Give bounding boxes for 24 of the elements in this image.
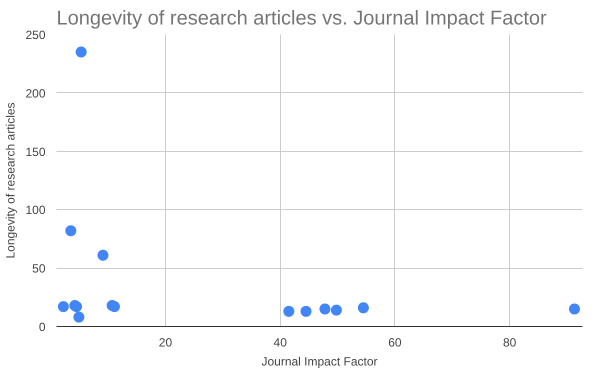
y-axis-title: Longevity of research articles [3, 102, 18, 259]
y-tick-label: 150 [25, 144, 46, 159]
point [330, 304, 342, 316]
y-tick-label: 250 [25, 28, 46, 42]
y-tick-label: 200 [25, 86, 46, 100]
x-tick-label: 20 [158, 336, 172, 350]
point [73, 312, 84, 323]
point [58, 301, 69, 312]
x-tick-label: 40 [274, 336, 288, 350]
y-tick-label: 100 [25, 203, 46, 218]
y-tick-label: 50 [32, 262, 46, 276]
point [65, 225, 76, 236]
point [319, 303, 330, 314]
point [283, 306, 294, 317]
point [97, 250, 108, 261]
point [358, 302, 369, 314]
x-tick-label: 60 [388, 336, 402, 350]
point [76, 46, 87, 58]
y-tick-label: 0 [38, 320, 46, 334]
chart-title: Longevity of research articles vs. Journal Impact Factor [56, 8, 548, 30]
point [568, 303, 580, 314]
point [300, 306, 312, 317]
x-axis-title: Journal Impact Factor [261, 354, 378, 368]
x-tick-label: 80 [502, 336, 517, 350]
